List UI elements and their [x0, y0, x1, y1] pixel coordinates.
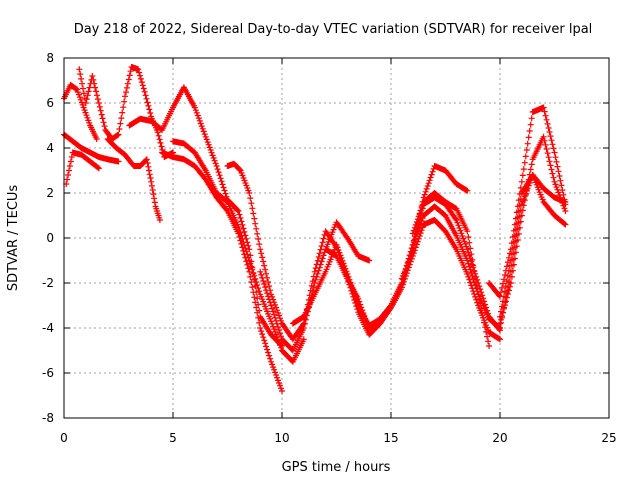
series-track-m [398, 194, 503, 334]
y-tick-label: 4 [46, 141, 54, 155]
series-marks [104, 136, 163, 223]
chart-title: Day 218 of 2022, Sidereal Day-to-day VTE… [74, 22, 593, 37]
y-tick-label: -6 [42, 366, 54, 380]
x-tick-label: 10 [274, 431, 289, 445]
series-marks [76, 64, 176, 160]
y-tick-label: 0 [46, 231, 54, 245]
y-tick-label: -4 [42, 321, 54, 335]
x-tick-labels: 0 5 10 15 20 25 [60, 431, 616, 445]
series-track-d [76, 64, 176, 160]
series-track-o [486, 104, 569, 300]
y-tick-label: 2 [46, 186, 54, 200]
series-track-f [126, 84, 285, 349]
plot-frame [63, 57, 610, 419]
y-axis-label: SDTVAR / TECUs [6, 185, 21, 292]
series-marks [486, 104, 569, 300]
series-track-r [497, 172, 569, 320]
series-marks [224, 160, 471, 343]
series-marks [126, 84, 285, 349]
grid [64, 58, 609, 418]
y-tick-label: -2 [42, 276, 54, 290]
series-track-i [224, 160, 471, 343]
series-track-b [63, 149, 102, 187]
x-axis-label: GPS time / hours [282, 460, 391, 475]
series-track-h [159, 149, 285, 394]
series-marks [497, 172, 569, 320]
y-tick-label: -8 [42, 411, 54, 425]
series-track-e [104, 136, 163, 223]
y-tick-labels: -8 -6 -4 -2 0 2 4 6 8 [42, 51, 54, 425]
x-tick-label: 5 [169, 431, 177, 445]
x-tick-label: 20 [492, 431, 507, 445]
y-tick-label: 8 [46, 51, 54, 65]
series-marks [497, 172, 569, 331]
x-tick-label: 15 [383, 431, 398, 445]
series-marks [409, 190, 493, 349]
data-series [61, 64, 569, 394]
series-track-q [497, 172, 569, 331]
series-marks [63, 149, 102, 187]
y-tick-label: 6 [46, 96, 54, 110]
series-track-n [409, 190, 493, 349]
x-tick-label: 0 [60, 431, 68, 445]
x-tick-label: 25 [601, 431, 616, 445]
series-marks [159, 149, 285, 394]
series-marks [398, 194, 503, 334]
